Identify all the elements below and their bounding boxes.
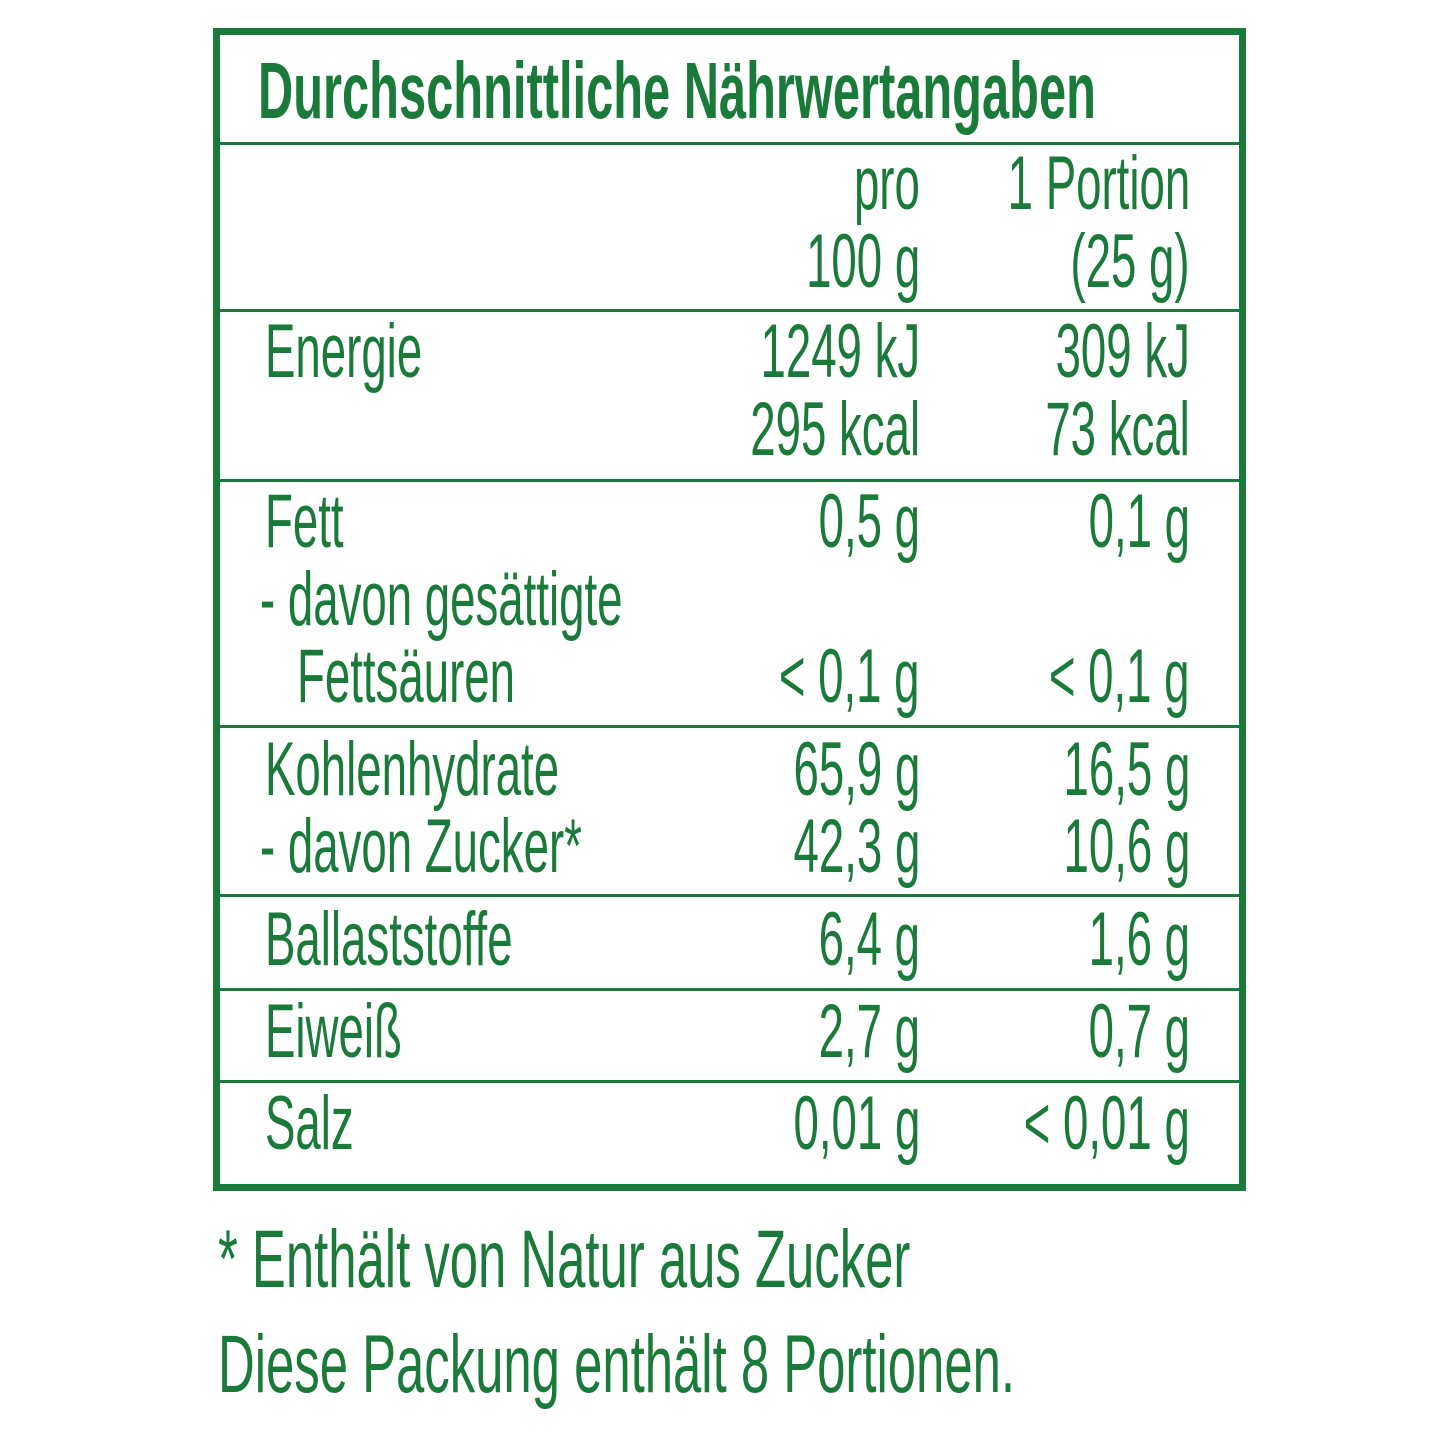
divider bbox=[220, 142, 1239, 145]
row-label-gesaettigte-line1: - davon gesättigte bbox=[260, 557, 623, 642]
header-portion-line1: 1 Portion bbox=[1007, 141, 1190, 226]
header-per100-line2: 100 g bbox=[805, 219, 920, 304]
row-label-energie: Energie bbox=[265, 309, 423, 394]
divider bbox=[220, 309, 1239, 312]
gesaettigte-per100: < 0,1 g bbox=[779, 634, 920, 719]
salz-per100: 0,01 g bbox=[793, 1081, 920, 1166]
row-label-fett: Fett bbox=[265, 479, 344, 564]
row-label-eiweiss: Eiweiß bbox=[265, 989, 402, 1074]
eiweiss-portion: 0,7 g bbox=[1088, 989, 1190, 1074]
gesaettigte-portion: < 0,1 g bbox=[1049, 634, 1190, 719]
fett-portion: 0,1 g bbox=[1088, 479, 1190, 564]
header-portion-line2: (25 g) bbox=[1070, 219, 1190, 304]
zucker-portion: 10,6 g bbox=[1063, 804, 1190, 889]
kohlenhydrate-portion: 16,5 g bbox=[1063, 727, 1190, 812]
fett-per100: 0,5 g bbox=[818, 479, 920, 564]
salz-portion: < 0,01 g bbox=[1023, 1081, 1190, 1166]
header-per100-line1: pro bbox=[854, 141, 920, 226]
nutrition-table-border bbox=[213, 28, 1246, 1191]
energie-per100-kj: 1249 kJ bbox=[760, 309, 920, 394]
ballaststoffe-portion: 1,6 g bbox=[1088, 897, 1190, 982]
divider bbox=[220, 725, 1239, 728]
row-label-gesaettigte-line2: Fettsäuren bbox=[297, 634, 515, 719]
eiweiss-per100: 2,7 g bbox=[818, 989, 920, 1074]
row-label-zucker: - davon Zucker* bbox=[260, 804, 582, 889]
ballaststoffe-per100: 6,4 g bbox=[818, 897, 920, 982]
row-label-salz: Salz bbox=[265, 1081, 354, 1166]
footnote-portions: Diese Packung enthält 8 Portionen. bbox=[218, 1319, 1016, 1410]
row-label-kohlenhydrate: Kohlenhydrate bbox=[265, 727, 560, 812]
table-title: Durchschnittliche Nährwertangaben bbox=[258, 46, 1096, 135]
divider bbox=[220, 1080, 1239, 1083]
footnote-sugar: * Enthält von Natur aus Zucker bbox=[218, 1214, 911, 1305]
row-label-ballaststoffe: Ballaststoffe bbox=[265, 897, 513, 982]
zucker-per100: 42,3 g bbox=[793, 804, 920, 889]
divider bbox=[220, 479, 1239, 482]
divider bbox=[220, 894, 1239, 897]
energie-portion-kj: 309 kJ bbox=[1055, 309, 1190, 394]
energie-per100-kcal: 295 kcal bbox=[750, 387, 920, 472]
divider bbox=[220, 988, 1239, 991]
kohlenhydrate-per100: 65,9 g bbox=[793, 727, 920, 812]
energie-portion-kcal: 73 kcal bbox=[1045, 387, 1190, 472]
